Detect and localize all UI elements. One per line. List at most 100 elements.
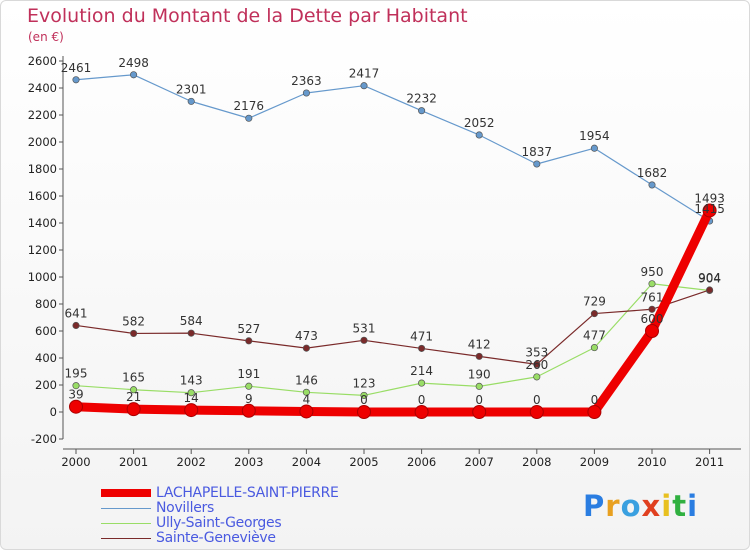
data-label: 2176 [234,99,265,113]
chart-subtitle: (en €) [28,30,64,44]
data-label: 471 [410,329,433,343]
data-label: 582 [122,314,145,328]
x-tick-label: 2004 [292,455,321,469]
data-point [590,310,598,318]
data-label: 904 [698,271,721,285]
x-tick-label: 2005 [349,455,378,469]
data-label: 14 [184,391,199,405]
data-label: 1415 [694,202,725,216]
logo-letter: P [583,489,606,523]
legend-swatch [101,489,151,497]
data-point [475,352,483,360]
data-label: 950 [641,265,664,279]
data-label: 761 [641,290,664,304]
data-point [533,160,541,168]
x-tick-label: 2008 [522,455,551,469]
y-tick-label: 0 [50,405,57,419]
data-label: 527 [237,322,260,336]
data-label: 473 [295,329,318,343]
series-line [75,289,711,365]
series-line [75,283,711,396]
chart-title: Evolution du Montant de la Dette par Hab… [27,5,468,27]
data-label: 2498 [118,56,149,70]
data-point [184,403,199,418]
proxiti-logo: Proxiti [583,489,698,523]
series-line [71,205,715,417]
data-point [475,382,483,390]
data-label: 353 [525,345,548,359]
y-tick-label: 2600 [28,54,57,68]
data-point [472,405,487,419]
data-point [302,388,310,396]
data-label: 2052 [464,116,495,130]
data-point [245,337,253,345]
data-point [130,329,138,337]
data-point [418,107,426,115]
legend-swatch [101,523,151,524]
data-point [418,344,426,352]
data-label: 9 [245,392,253,406]
data-point [360,391,368,399]
data-label: 1682 [637,166,668,180]
data-label: 190 [468,367,491,381]
legend-swatch [101,508,151,509]
logo-letter: r [605,489,621,523]
data-label: 146 [295,373,318,387]
legend-label: Novillers [156,500,214,516]
data-point [590,144,598,152]
data-label: 641 [65,306,88,320]
data-label: 123 [353,376,376,390]
data-point [648,181,656,189]
legend-swatch [101,538,151,539]
data-label: 0 [418,393,426,407]
data-label: 1954 [579,129,610,143]
data-label: 165 [122,371,145,385]
data-point [72,321,80,330]
data-label: 1493 [694,191,725,205]
data-label: 0 [591,393,599,407]
data-point [299,404,314,419]
data-label: 2363 [291,74,322,88]
data-label: 412 [468,337,491,351]
data-label: 2232 [406,92,437,106]
data-point [72,76,80,84]
data-point [241,403,256,418]
data-point [357,405,371,419]
data-point [360,336,368,344]
data-label: 584 [180,314,203,328]
data-point [414,405,429,419]
data-point [302,89,310,97]
data-point [533,373,541,381]
data-point [648,305,656,313]
data-point [418,379,426,387]
data-label: 0 [360,393,368,407]
data-point [302,344,310,352]
y-tick-label: 400 [35,351,57,365]
data-label: 195 [65,367,88,381]
y-tick-label: 800 [35,297,57,311]
data-point [130,386,138,394]
y-tick-label: 2200 [28,108,57,122]
x-tick-label: 2007 [465,455,494,469]
data-point [187,329,195,337]
logo-letter: i [687,489,699,523]
series-line [75,74,711,222]
data-point [187,97,195,105]
data-label: 39 [68,388,83,402]
y-tick-label: 1600 [28,189,57,203]
legend-label: Ully-Saint-Georges [156,515,282,531]
data-label: 1837 [522,145,553,159]
data-label: 143 [180,374,203,388]
x-tick-label: 2002 [177,455,206,469]
data-label: 2301 [176,82,207,96]
logo-letter: x [641,489,662,523]
data-point [245,114,253,122]
data-point [245,382,253,390]
y-tick-label: 1800 [28,162,57,176]
legend-label: Sainte-Geneviève [156,530,276,546]
x-tick-label: 2000 [61,455,90,469]
data-label: 2417 [349,67,380,81]
legend-label: LACHAPELLE-SAINT-PIERRE [156,485,339,501]
y-tick-label: 1000 [28,270,57,284]
